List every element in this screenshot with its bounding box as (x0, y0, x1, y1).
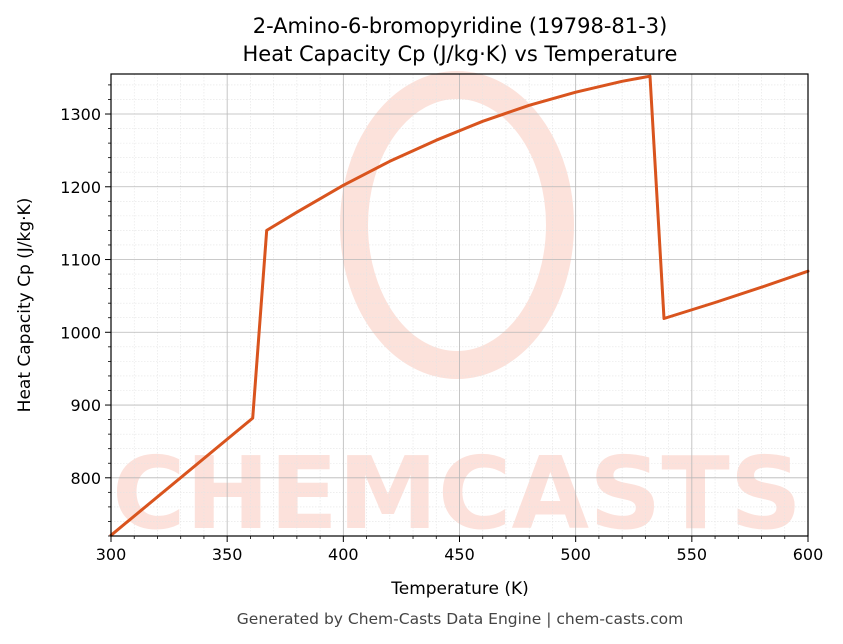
axis-ticks: 300 350 400 450 500 550 600 800 900 1000 1100 1200 1… (60, 84, 824, 564)
x-axis-label: Temperature (K) (390, 579, 529, 599)
x-tick-label: 600 (793, 545, 824, 564)
series-layer (109, 74, 810, 537)
x-tick-label: 550 (677, 545, 708, 564)
y-tick-label: 1100 (60, 251, 101, 270)
footer-text: Generated by Chem-Casts Data Engine | ch… (237, 610, 683, 628)
chart-title: 2-Amino-6-bromopyridine (19798-81-3) (253, 14, 668, 38)
watermark-text: CHEMCASTS (112, 435, 802, 552)
x-tick-label: 350 (212, 545, 243, 564)
y-tick-label: 1200 (60, 178, 101, 197)
x-tick-label: 400 (328, 545, 359, 564)
x-tick-label: 450 (444, 545, 475, 564)
y-tick-label: 800 (70, 469, 101, 488)
series-line-cp (109, 74, 810, 537)
x-tick-label: 500 (560, 545, 591, 564)
watermark: CHEMCASTS (112, 71, 802, 552)
y-tick-label: 1000 (60, 323, 101, 342)
y-tick-label: 900 (70, 396, 101, 415)
y-axis-label: Heat Capacity Cp (J/kg·K) (15, 198, 35, 413)
x-tick-label: 300 (96, 545, 127, 564)
y-tick-label: 1300 (60, 105, 101, 124)
chart-subtitle: Heat Capacity Cp (J/kg·K) vs Temperature (243, 42, 678, 66)
